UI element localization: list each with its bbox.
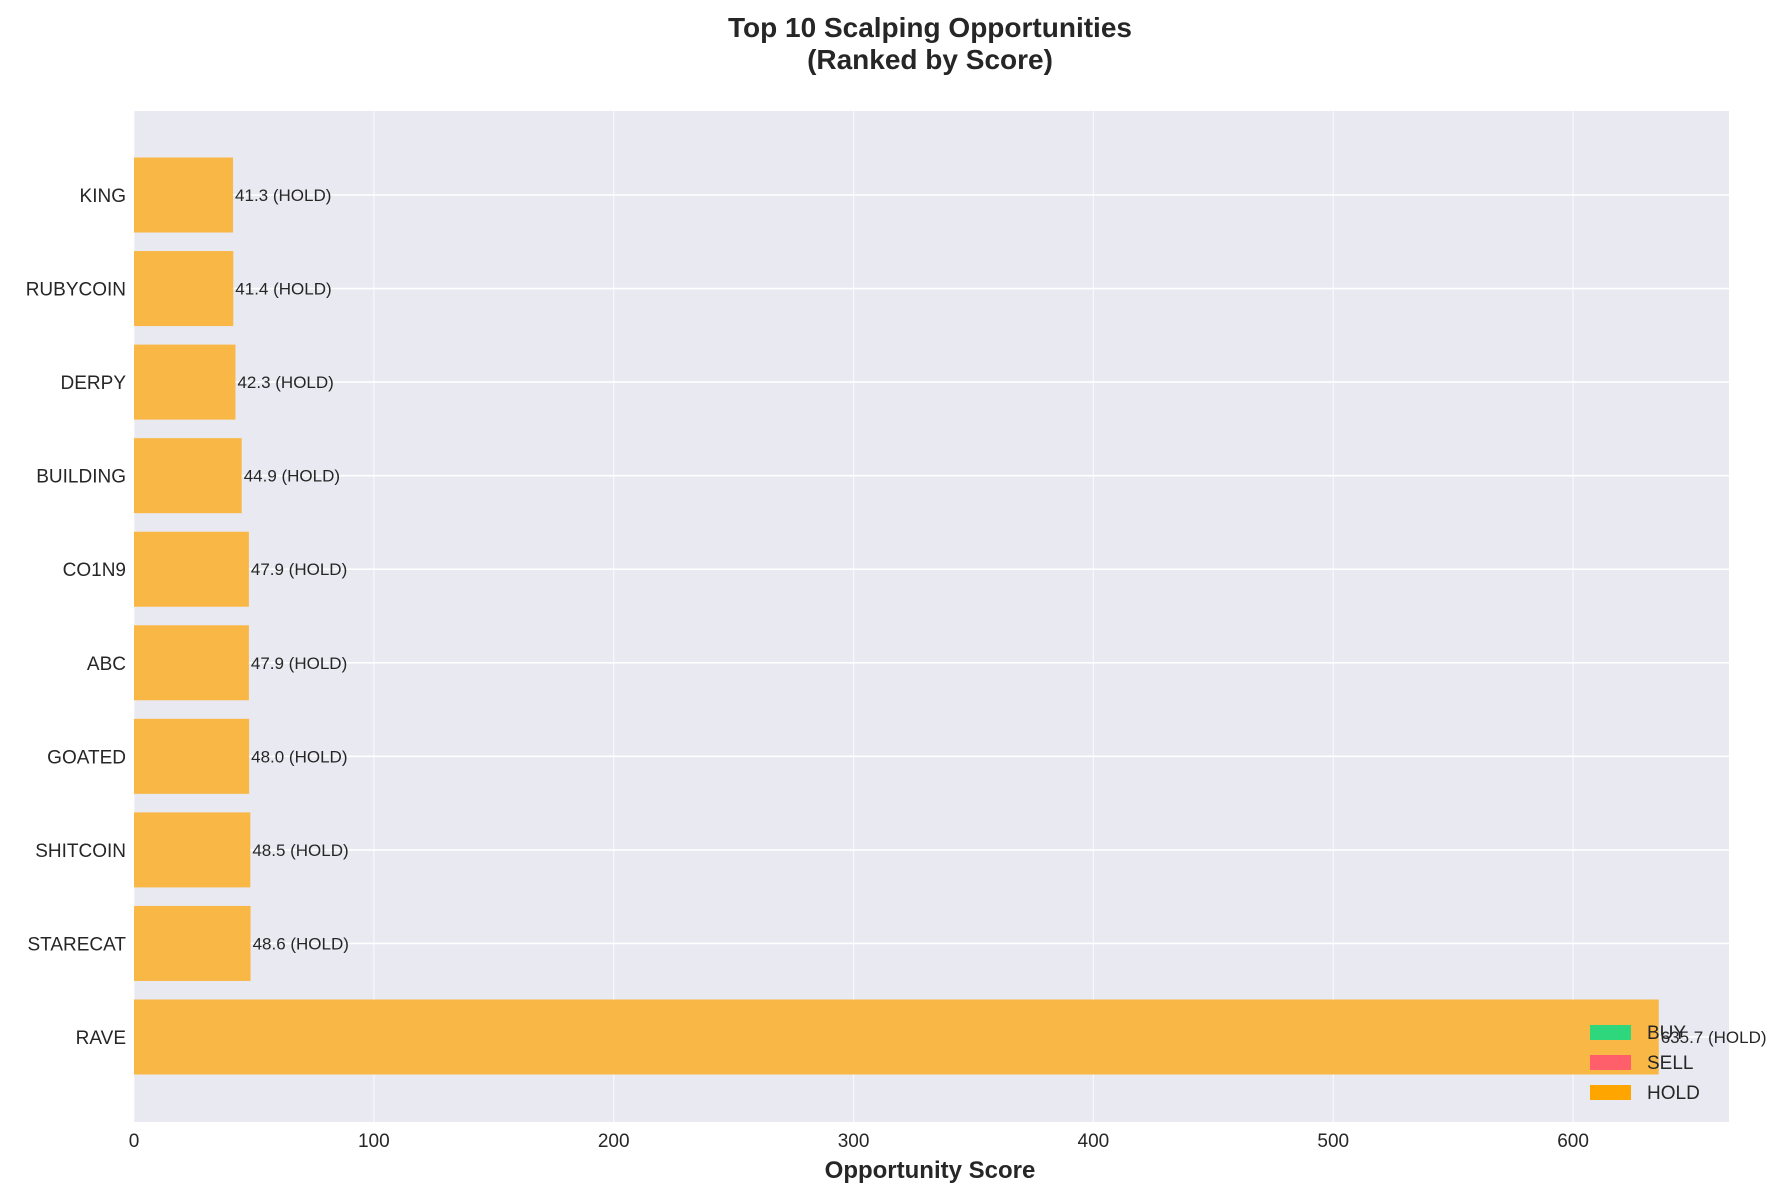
- plot-area: [134, 111, 1729, 1122]
- bar-king: [134, 157, 234, 233]
- x-tick-label: 400: [1078, 1131, 1110, 1152]
- y-tick-label: RUBYCOIN: [26, 280, 126, 301]
- x-tick-label: 500: [1317, 1131, 1349, 1152]
- data-label: 47.9 (HOLD): [251, 560, 347, 579]
- data-label: 48.0 (HOLD): [251, 747, 347, 766]
- data-label: 48.5 (HOLD): [252, 841, 348, 860]
- x-tick-label: 0: [129, 1131, 140, 1152]
- y-tick-label: GOATED: [47, 747, 126, 768]
- y-axis-labels: RAVE STARECAT SHITCOIN GOATED ABC CO1N9 BUILDI…: [26, 186, 127, 1049]
- bar-shitcoin: [134, 812, 251, 888]
- y-tick-label: ABC: [87, 654, 126, 675]
- y-tick-label: SHITCOIN: [35, 841, 126, 862]
- bar-co1n9: [134, 531, 249, 607]
- bar-derpy: [134, 344, 236, 420]
- legend: BUY SELL HOLD: [1590, 1023, 1700, 1104]
- chart-title: Top 10 Scalping Opportunities(Ranked by …: [728, 12, 1132, 75]
- y-tick-label: KING: [80, 186, 126, 207]
- x-tick-label: 600: [1557, 1131, 1589, 1152]
- data-label: 47.9 (HOLD): [251, 654, 347, 673]
- data-label: 635.7 (HOLD): [1661, 1028, 1767, 1047]
- data-label: 41.4 (HOLD): [235, 280, 331, 299]
- legend-label: SELL: [1647, 1053, 1693, 1074]
- x-tick-label: 200: [598, 1131, 630, 1152]
- chart-title-line: Top 10 Scalping Opportunities: [728, 12, 1132, 43]
- y-tick-label: BUILDING: [36, 467, 126, 488]
- y-tick-label: RAVE: [76, 1028, 126, 1049]
- data-label: 42.3 (HOLD): [237, 373, 333, 392]
- x-tick-label: 300: [838, 1131, 870, 1152]
- y-tick-label: STARECAT: [27, 934, 126, 955]
- data-label: 48.6 (HOLD): [253, 934, 349, 953]
- data-label: 44.9 (HOLD): [244, 467, 340, 486]
- x-tick-label: 100: [358, 1131, 390, 1152]
- legend-label: BUY: [1647, 1023, 1686, 1044]
- y-tick-label: CO1N9: [63, 560, 126, 581]
- bar-abc: [134, 625, 249, 701]
- legend-label: HOLD: [1647, 1083, 1700, 1104]
- data-label: 41.3 (HOLD): [235, 186, 331, 205]
- legend-swatch-hold: [1590, 1085, 1631, 1100]
- bar-starecat: [134, 905, 251, 981]
- bars: 635.7 (HOLD) 48.6 (HOLD) 48.5 (HOLD) 48.0 (…: [134, 157, 1767, 1075]
- bar-rubycoin: [134, 251, 234, 327]
- bar-rave: [134, 999, 1659, 1075]
- legend-swatch-sell: [1590, 1055, 1631, 1070]
- x-axis-ticks: 0 100 200 300 400 500 600: [129, 1131, 1589, 1152]
- y-tick-label: DERPY: [61, 373, 127, 394]
- legend-swatch-buy: [1590, 1025, 1631, 1040]
- bar-goated: [134, 718, 250, 794]
- bar-building: [134, 438, 242, 514]
- chart-title-line: (Ranked by Score): [807, 44, 1053, 75]
- x-axis-label: Opportunity Score: [825, 1157, 1036, 1184]
